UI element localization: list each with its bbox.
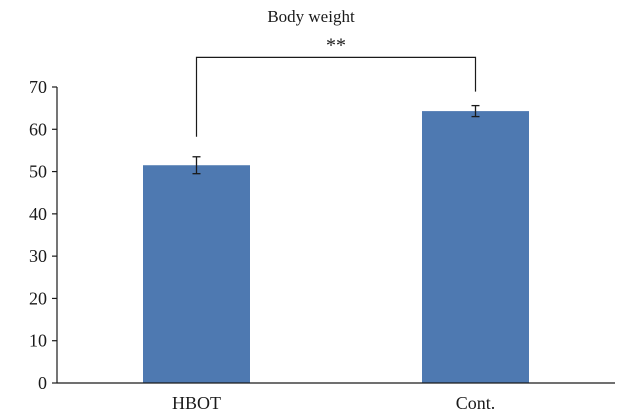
- y-tick-label: 20: [29, 288, 47, 308]
- y-tick-label: 10: [29, 331, 47, 351]
- significance-label: **: [326, 34, 346, 56]
- chart-title: Body weight: [267, 7, 355, 26]
- y-tick-label: 30: [29, 246, 47, 266]
- error-bars: [192, 104, 480, 175]
- bar-hbot: [143, 165, 250, 383]
- x-tick-label: HBOT: [172, 393, 221, 413]
- x-axis: HBOT Cont.: [57, 382, 615, 413]
- significance-line: [195, 56, 477, 137]
- significance-bracket: **: [195, 34, 477, 137]
- y-tick-label: 70: [29, 77, 47, 97]
- y-tick-label: 0: [38, 373, 47, 393]
- bar-cont: [422, 111, 529, 384]
- bars: [143, 111, 529, 384]
- y-axis: 0 10 20 30 40 50 60 70: [29, 77, 58, 393]
- y-tick-label: 50: [29, 162, 47, 182]
- y-tick-label: 60: [29, 119, 47, 139]
- x-tick-label: Cont.: [456, 393, 496, 413]
- y-tick-label: 40: [29, 204, 47, 224]
